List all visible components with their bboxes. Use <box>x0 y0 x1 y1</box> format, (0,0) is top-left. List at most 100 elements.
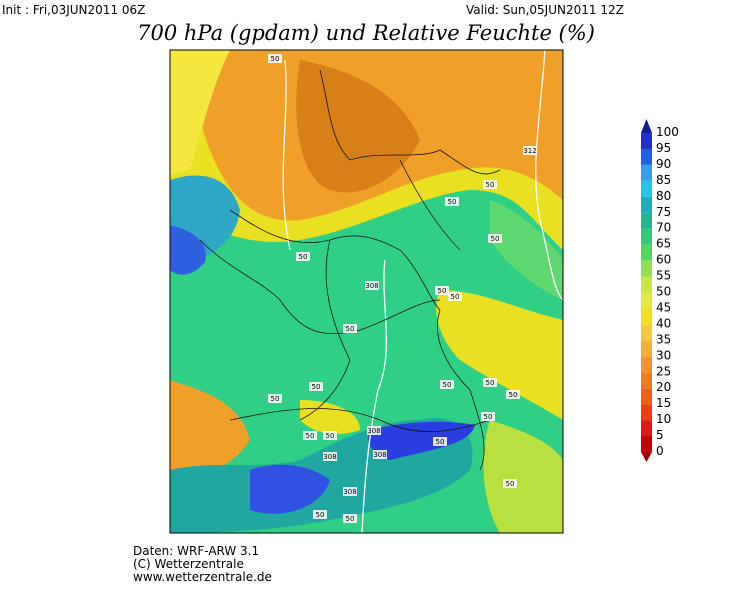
contour-label: 50 <box>491 235 500 243</box>
contour-label-box <box>448 292 462 301</box>
contour-label: 50 <box>438 287 447 295</box>
contour-label: 50 <box>486 181 495 189</box>
contour-label-box <box>343 324 357 333</box>
colorbar-label: 70 <box>656 221 671 235</box>
colorbar-segment <box>641 292 652 309</box>
colorbar-segment <box>641 420 652 437</box>
contour-label: 50 <box>306 432 315 440</box>
contour-label-box <box>433 437 447 446</box>
colorbar-label: 20 <box>656 380 671 394</box>
contour-label: 50 <box>451 293 460 301</box>
valid-time: Valid: Sun,05JUN2011 12Z <box>466 3 624 17</box>
contour-label: 308 <box>373 451 386 459</box>
colorbar-label: 80 <box>656 189 671 203</box>
contour-label-box <box>440 380 454 389</box>
contour-label: 50 <box>346 515 355 523</box>
contour-label: 308 <box>343 488 356 496</box>
contour-label-box <box>268 54 282 63</box>
contour-label-box <box>367 426 381 435</box>
colorbar-label: 10 <box>656 412 671 426</box>
colorbar-label: 60 <box>656 253 671 267</box>
colorbar-cap <box>641 452 652 462</box>
colorbar-label: 35 <box>656 332 671 346</box>
colorbar-segment <box>641 148 652 165</box>
contour-label-box <box>503 479 517 488</box>
contour-label-box <box>268 394 282 403</box>
contour-label: 50 <box>271 55 280 63</box>
colorbar-segment <box>641 404 652 421</box>
contour-label-box <box>445 197 459 206</box>
contour-label: 50 <box>509 391 518 399</box>
contour-label-box <box>523 146 537 155</box>
colorbar-cap <box>641 119 652 133</box>
colorbar-segment <box>641 324 652 341</box>
colorbar-label: 85 <box>656 173 671 187</box>
colorbar-segment <box>641 196 652 213</box>
contour-label: 308 <box>323 453 336 461</box>
contour-label: 308 <box>365 282 378 290</box>
contour-label: 50 <box>312 383 321 391</box>
footer: Daten: WRF-ARW 3.1(C) Wetterzentralewww.… <box>133 544 272 584</box>
footer-line: (C) Wetterzentrale <box>133 557 244 571</box>
contour-label-box <box>435 286 449 295</box>
colorbar-segment <box>641 388 652 405</box>
colorbar-label: 0 <box>656 444 664 458</box>
colorbar-label: 65 <box>656 237 671 251</box>
contour-label: 50 <box>448 198 457 206</box>
colorbar-label: 45 <box>656 300 671 314</box>
colorbar-label: 15 <box>656 396 671 410</box>
contour-label-box <box>309 382 323 391</box>
colorbar-label: 55 <box>656 269 671 283</box>
contour-label-box <box>323 452 337 461</box>
colorbar-segment <box>641 372 652 389</box>
map-title: 700 hPa (gpdam) und Relative Feuchte (%) <box>137 21 595 45</box>
colorbar-label: 95 <box>656 141 671 155</box>
colorbar-label: 25 <box>656 364 671 378</box>
contour-label: 50 <box>326 432 335 440</box>
colorbar-segment <box>641 164 652 181</box>
colorbar-label: 30 <box>656 348 671 362</box>
map-field <box>170 50 563 533</box>
contour-label: 50 <box>271 395 280 403</box>
contour-label-box <box>506 390 520 399</box>
contour-label-box <box>483 378 497 387</box>
colorbar-segment <box>641 276 652 293</box>
contour-label: 50 <box>484 413 493 421</box>
contour-label: 50 <box>506 480 515 488</box>
footer-line: www.wetterzentrale.de <box>133 570 272 584</box>
init-time: Init : Fri,03JUN2011 06Z <box>2 3 145 17</box>
colorbar-segment <box>641 180 652 197</box>
contour-label-box <box>483 180 497 189</box>
contour-labels: 50 312 50 50 50 50 308 50 50 50 50 50 50 50 50 50 50 50 50… <box>268 54 537 523</box>
contour-label-box <box>481 412 495 421</box>
contour-label-box <box>313 510 327 519</box>
contour-label: 308 <box>367 427 380 435</box>
contour-label: 312 <box>523 147 536 155</box>
colorbar-label: 100 <box>656 125 679 139</box>
contour-label-box <box>303 431 317 440</box>
contour-label-box <box>373 450 387 459</box>
colorbar-segment <box>641 228 652 245</box>
contour-label-box <box>488 234 502 243</box>
colorbar-segment <box>641 436 652 452</box>
contour-label: 50 <box>299 253 308 261</box>
colorbar-segment <box>641 133 652 149</box>
contour-label: 50 <box>316 511 325 519</box>
colorbar-label: 5 <box>656 428 664 442</box>
contour-label-box <box>343 514 357 523</box>
footer-line: Daten: WRF-ARW 3.1 <box>133 544 259 558</box>
contour-label: 50 <box>346 325 355 333</box>
contour-label: 50 <box>436 438 445 446</box>
colorbar-label: 50 <box>656 285 671 299</box>
map-frame <box>169 49 564 534</box>
contour-label-box <box>296 252 310 261</box>
colorbar-label: 40 <box>656 316 671 330</box>
contour-label: 50 <box>443 381 452 389</box>
colorbar-segment <box>641 212 652 229</box>
colorbar-label: 75 <box>656 205 671 219</box>
colorbar-segment <box>641 356 652 373</box>
colorbar-segment <box>641 308 652 325</box>
colorbar-segment <box>641 340 652 357</box>
